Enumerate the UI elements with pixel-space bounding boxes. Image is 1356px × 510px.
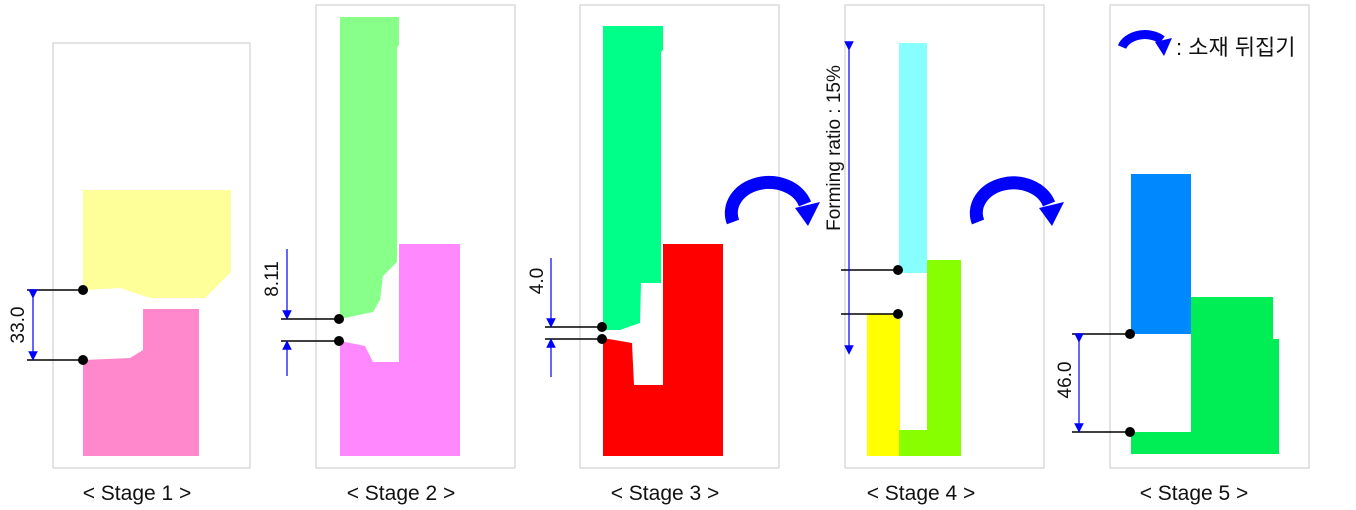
stage-1-upper-die bbox=[83, 190, 231, 298]
stage-5-point-bottom bbox=[1125, 427, 1135, 437]
stage-4-caption: < Stage 4 > bbox=[867, 482, 976, 505]
stage-2-point-top bbox=[334, 314, 344, 324]
legend-label: : 소재 뒤집기 bbox=[1176, 35, 1296, 60]
stage-2: 8.11 < Stage 2 > bbox=[262, 4, 516, 505]
stage-5-caption: < Stage 5 > bbox=[1140, 482, 1249, 505]
stage-1-point-bottom bbox=[78, 355, 88, 365]
stage-1-frame bbox=[52, 42, 251, 469]
stage-3-lower-die bbox=[603, 244, 723, 456]
stage-3-dimension-label: 4.0 bbox=[527, 268, 548, 294]
stage-1-caption: < Stage 1 > bbox=[83, 482, 192, 505]
stage-2-lower-die bbox=[340, 244, 460, 456]
stage-2-caption: < Stage 2 > bbox=[347, 482, 456, 505]
stage-5-point-top bbox=[1125, 329, 1135, 339]
stage-5-upper-die bbox=[1131, 174, 1191, 334]
stage-5-frame bbox=[1109, 4, 1310, 469]
stage-4-point-top bbox=[893, 265, 903, 275]
stage-5-lower-die bbox=[1131, 297, 1279, 454]
stage-2-frame bbox=[315, 4, 516, 469]
stage-1-point-top bbox=[78, 285, 88, 295]
legend: : 소재 뒤집기 bbox=[1117, 30, 1296, 60]
stage-5-dimension-label: 46.0 bbox=[1055, 362, 1076, 399]
flip-arrow-icon bbox=[724, 175, 820, 226]
stage-3: 4.0 < Stage 3 > bbox=[527, 4, 780, 505]
stage-3-upper-die bbox=[603, 26, 663, 330]
flip-arrow-icon bbox=[969, 176, 1064, 226]
stage-3-caption: < Stage 3 > bbox=[611, 482, 720, 505]
stage-1-lower-die bbox=[83, 309, 199, 456]
stage-4-dimension-label: Forming ratio : 15% bbox=[824, 65, 845, 231]
stage-2-point-bottom bbox=[334, 336, 344, 346]
stage-4-left-die bbox=[867, 314, 900, 456]
stage-4-upper-die bbox=[899, 43, 927, 273]
stage-4-point-bottom bbox=[893, 309, 903, 319]
stage-2-dimension-label: 8.11 bbox=[262, 261, 283, 297]
stage-4-right-die bbox=[899, 260, 961, 456]
stage-3-point-bottom bbox=[597, 334, 607, 344]
stage-4: Forming ratio : 15% < Stage 4 > bbox=[824, 4, 1045, 505]
stage-5: 46.0 < Stage 5 > bbox=[1055, 4, 1310, 505]
stage-3-frame bbox=[579, 4, 780, 469]
stage-1-dimension-label: 33.0 bbox=[8, 307, 29, 344]
stage-2-upper-die bbox=[340, 17, 399, 319]
flip-arrow-icon bbox=[1117, 30, 1172, 56]
stage-1: 33.0 < Stage 1 > bbox=[8, 42, 251, 505]
stage-3-point-top bbox=[597, 322, 607, 332]
